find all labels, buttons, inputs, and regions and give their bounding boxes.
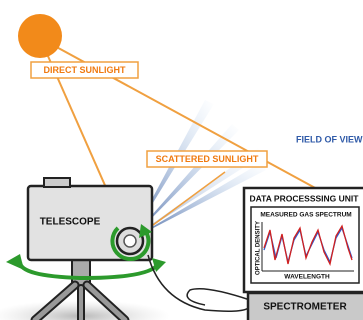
chart-title: MEASURED GAS SPECTRUM	[260, 212, 351, 219]
label-box	[146, 150, 268, 168]
label: DIRECT SUNLIGHT	[44, 65, 127, 75]
spectrum-panel	[250, 206, 360, 284]
unit-title: DATA PROCESSSING UNIT	[250, 193, 360, 203]
arrow-heads	[6, 224, 166, 272]
lens-inner	[123, 234, 137, 248]
cable	[147, 254, 251, 312]
x-label: WAVELENGTH	[284, 274, 330, 281]
label: SCATTERED SUNLIGHT	[156, 154, 259, 164]
tripod	[30, 257, 130, 320]
spectrometer-label: SPECTROMETER	[263, 302, 347, 313]
label-box	[30, 61, 139, 79]
sun	[18, 14, 62, 58]
label: TELESCOPE	[40, 217, 101, 228]
y-label: OPTICAL DENSITY	[256, 221, 262, 275]
label: FIELD OF VIEW	[296, 134, 363, 144]
telescope-handle	[43, 177, 71, 188]
spectrum-measured	[263, 224, 353, 266]
rotation-arrows	[18, 226, 160, 281]
spectrometer-box	[246, 291, 363, 320]
